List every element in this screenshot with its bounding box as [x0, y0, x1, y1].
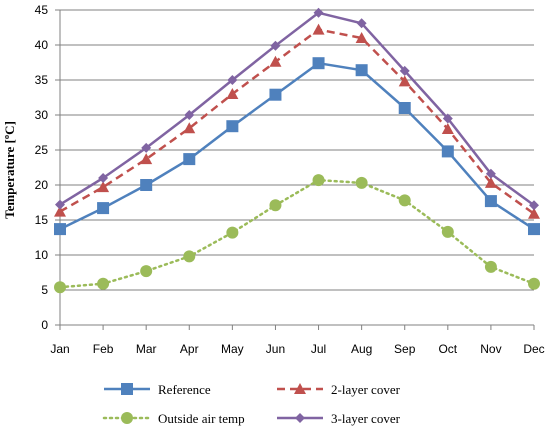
data-point-reference [528, 223, 540, 236]
x-tick-label: Jul [311, 342, 326, 356]
data-point-reference [484, 195, 497, 208]
data-point-outside-air-temp [226, 226, 239, 239]
x-tick-labels: Jan Feb Mar Apr May Jun Jul Aug Sep Oct Nov Dec [50, 342, 544, 356]
series-outside-air-temp [54, 174, 540, 294]
data-point-3-layer-cover [227, 75, 238, 85]
legend-label: Reference [158, 382, 211, 397]
data-point-outside-air-temp [484, 260, 497, 273]
data-point-reference [355, 64, 368, 77]
data-point-reference [183, 153, 196, 166]
data-point-outside-air-temp [398, 194, 411, 207]
legend-marker [295, 413, 305, 423]
data-point-3-layer-cover [442, 113, 453, 124]
y-tick-label: 0 [41, 318, 48, 332]
data-point-2-layer-cover [97, 181, 110, 193]
x-tick-label: Dec [523, 342, 544, 356]
data-point-2-layer-cover [528, 207, 540, 219]
data-point-outside-air-temp [269, 199, 282, 212]
data-point-reference [97, 202, 110, 215]
y-tick-label: 5 [41, 283, 48, 297]
x-tick-label: Aug [351, 342, 372, 356]
axes [55, 9, 535, 330]
data-point-outside-air-temp [528, 277, 540, 290]
data-point-3-layer-cover [485, 168, 496, 179]
series-lines [54, 7, 540, 294]
series-line [59, 11, 535, 207]
data-point-reference [441, 145, 454, 158]
legend-marker [294, 383, 306, 394]
x-tick-label: Oct [438, 342, 457, 356]
x-tick-label: Nov [480, 342, 501, 356]
series-line [59, 61, 535, 231]
data-point-2-layer-cover [312, 23, 325, 35]
series-3-layer-cover [55, 7, 539, 211]
legend-marker [121, 412, 133, 424]
data-point-3-layer-cover [270, 40, 281, 51]
y-tick-label: 25 [35, 143, 49, 157]
data-point-outside-air-temp [312, 174, 325, 187]
x-tick-label: Mar [136, 342, 157, 356]
y-tick-label: 10 [35, 248, 49, 262]
legend-label: 2-layer cover [331, 382, 401, 397]
data-point-3-layer-cover [529, 200, 539, 211]
series-2-layer-cover [54, 23, 540, 219]
x-tick-label: May [221, 342, 244, 356]
data-point-2-layer-cover [140, 153, 153, 165]
y-tick-labels: 0 5 10 15 20 25 30 35 40 45 [35, 3, 49, 332]
data-point-outside-air-temp [54, 281, 66, 294]
data-point-outside-air-temp [97, 277, 110, 290]
data-point-2-layer-cover [441, 123, 454, 134]
y-tick-label: 35 [35, 73, 49, 87]
data-point-2-layer-cover [183, 122, 196, 134]
data-point-2-layer-cover [226, 88, 239, 99]
x-tick-label: Sep [394, 342, 416, 356]
data-point-3-layer-cover [98, 173, 109, 183]
data-point-3-layer-cover [313, 7, 324, 18]
data-point-3-layer-cover [55, 199, 65, 210]
y-tick-label: 40 [35, 38, 49, 52]
legend-item-reference: Reference [104, 382, 211, 397]
data-point-2-layer-cover [484, 176, 497, 188]
y-tick-label: 30 [35, 108, 49, 122]
data-point-2-layer-cover [398, 75, 411, 87]
data-point-reference [398, 102, 411, 114]
legend: Reference 2-layer cover Outside air temp 3-… [102, 382, 401, 426]
series-line [59, 28, 535, 215]
data-point-outside-air-temp [355, 176, 368, 189]
data-point-3-layer-cover [356, 18, 367, 29]
data-point-reference [312, 57, 325, 70]
x-tick-label: Feb [93, 342, 114, 356]
data-point-reference [140, 179, 153, 191]
legend-item-2-layer-cover: 2-layer cover [277, 382, 401, 397]
y-tick-label: 45 [35, 3, 49, 17]
data-point-2-layer-cover [355, 32, 368, 43]
data-point-outside-air-temp [183, 250, 196, 263]
x-tick-label: Jun [266, 342, 285, 356]
series-reference [54, 57, 540, 236]
series-line [58, 178, 536, 289]
legend-marker [121, 383, 133, 395]
x-tick-label: Apr [180, 342, 199, 356]
data-point-3-layer-cover [399, 65, 410, 76]
gridlines [60, 9, 534, 291]
data-point-2-layer-cover [54, 205, 66, 217]
y-tick-label: 20 [35, 178, 49, 192]
legend-label: Outside air temp [158, 411, 245, 426]
data-point-3-layer-cover [184, 110, 195, 120]
data-point-3-layer-cover [141, 142, 152, 153]
legend-item-outside-air-temp: Outside air temp [102, 411, 245, 426]
data-point-reference [54, 223, 66, 236]
data-point-outside-air-temp [441, 225, 454, 238]
data-point-reference [226, 120, 239, 133]
y-axis-title: Temperature [ºC] [2, 121, 17, 219]
data-point-reference [269, 88, 282, 101]
legend-item-3-layer-cover: 3-layer cover [277, 411, 401, 426]
x-tick-label: Jan [50, 342, 69, 356]
y-tick-label: 15 [35, 213, 49, 227]
legend-label: 3-layer cover [331, 411, 401, 426]
data-point-2-layer-cover [269, 55, 282, 67]
data-point-outside-air-temp [140, 265, 153, 278]
